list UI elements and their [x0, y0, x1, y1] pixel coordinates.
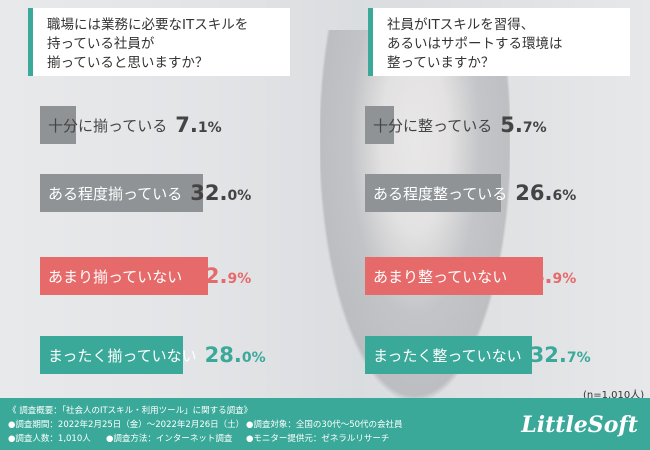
right-bar-value-label: 5.7%: [500, 113, 547, 137]
survey-method: ●調査方法：インターネット調査: [106, 434, 233, 444]
right-bar-fill: [365, 257, 543, 295]
left-bar-row: まったく揃っていない 28.0%: [40, 336, 266, 374]
right-bar-row: ある程度整っている 26.6%: [365, 174, 576, 212]
right-bar-category-label: まったく整っていない: [373, 346, 522, 365]
left-bar-fill: [40, 106, 77, 144]
left-title-line-1: 職場には業務に必要なITスキルを: [47, 17, 249, 33]
right-bar-value-label: 26.6%: [515, 181, 577, 205]
left-bar-fill: [40, 174, 204, 212]
left-bar-category-label: ある程度揃っている: [48, 184, 183, 203]
left-bar-fill: [40, 336, 183, 374]
left-title-line-3: 揃っていると思いますか？: [47, 55, 209, 71]
right-bar-row: まったく整っていない 32.7%: [365, 336, 591, 374]
left-bar-row: あまり揃っていない 32.9%: [40, 257, 251, 295]
right-bar-category-label: あまり整っていない: [373, 267, 508, 286]
left-bar-row: ある程度揃っている 32.0%: [40, 174, 251, 212]
survey-target: ●調査対象：全国の30代～50代の会社員: [246, 420, 403, 430]
survey-overview: 《 調査概要：「社会人のITスキル・利用ツール」に関する調査》: [8, 406, 253, 416]
right-title-line-3: 整っていますか？: [387, 55, 495, 71]
right-bar-fill: [365, 336, 532, 374]
right-bar-category-label: ある程度整っている: [373, 184, 508, 203]
left-bar-category-label: 十分に揃っている: [48, 116, 168, 135]
right-title-line-2: あるいはサポートする環境は: [387, 36, 563, 52]
left-chart-title: 職場には業務に必要なITスキルを 持っている社員が 揃っていると思いますか？: [28, 8, 290, 76]
left-bar-category-label: まったく揃っていない: [48, 346, 197, 365]
monitor-provider: ●モニター提供元：ゼネラルリサーチ: [246, 434, 390, 444]
right-bar-row: あまり整っていない 34.9%: [365, 257, 576, 295]
right-bar-fill: [365, 106, 395, 144]
left-bar-value-label: 32.0%: [190, 181, 252, 205]
right-chart-title: 社員がITスキルを習得、 あるいはサポートする環境は 整っていますか？: [368, 8, 630, 76]
sample-size-note: (n=1,010人): [583, 390, 645, 401]
left-bar-fill: [40, 257, 208, 295]
right-bar-category-label: 十分に整っている: [373, 116, 493, 135]
left-bar-value-label: 32.9%: [190, 264, 252, 288]
survey-people: ●調査人数：1,010人: [8, 434, 91, 444]
littlesoft-logo: LittleSoft: [521, 412, 638, 438]
survey-period: ●調査期間：2022年2月25日（金）～2022年2月26日（土）: [8, 420, 245, 430]
left-title-line-2: 持っている社員が: [47, 36, 155, 52]
left-bar-category-label: あまり揃っていない: [48, 267, 183, 286]
right-bar-fill: [365, 174, 501, 212]
right-bar-value-label: 34.9%: [515, 264, 577, 288]
right-title-line-1: 社員がITスキルを習得、: [387, 17, 535, 33]
right-bar-row: 十分に整っている 5.7%: [365, 106, 547, 144]
left-bar-value-label: 28.0%: [204, 343, 266, 367]
right-bar-value-label: 32.7%: [529, 343, 591, 367]
left-bar-value-label: 7.1%: [175, 113, 222, 137]
left-bar-row: 十分に揃っている 7.1%: [40, 106, 222, 144]
footer: 《 調査概要：「社会人のITスキル・利用ツール」に関する調査》 ●調査期間：20…: [0, 398, 650, 450]
